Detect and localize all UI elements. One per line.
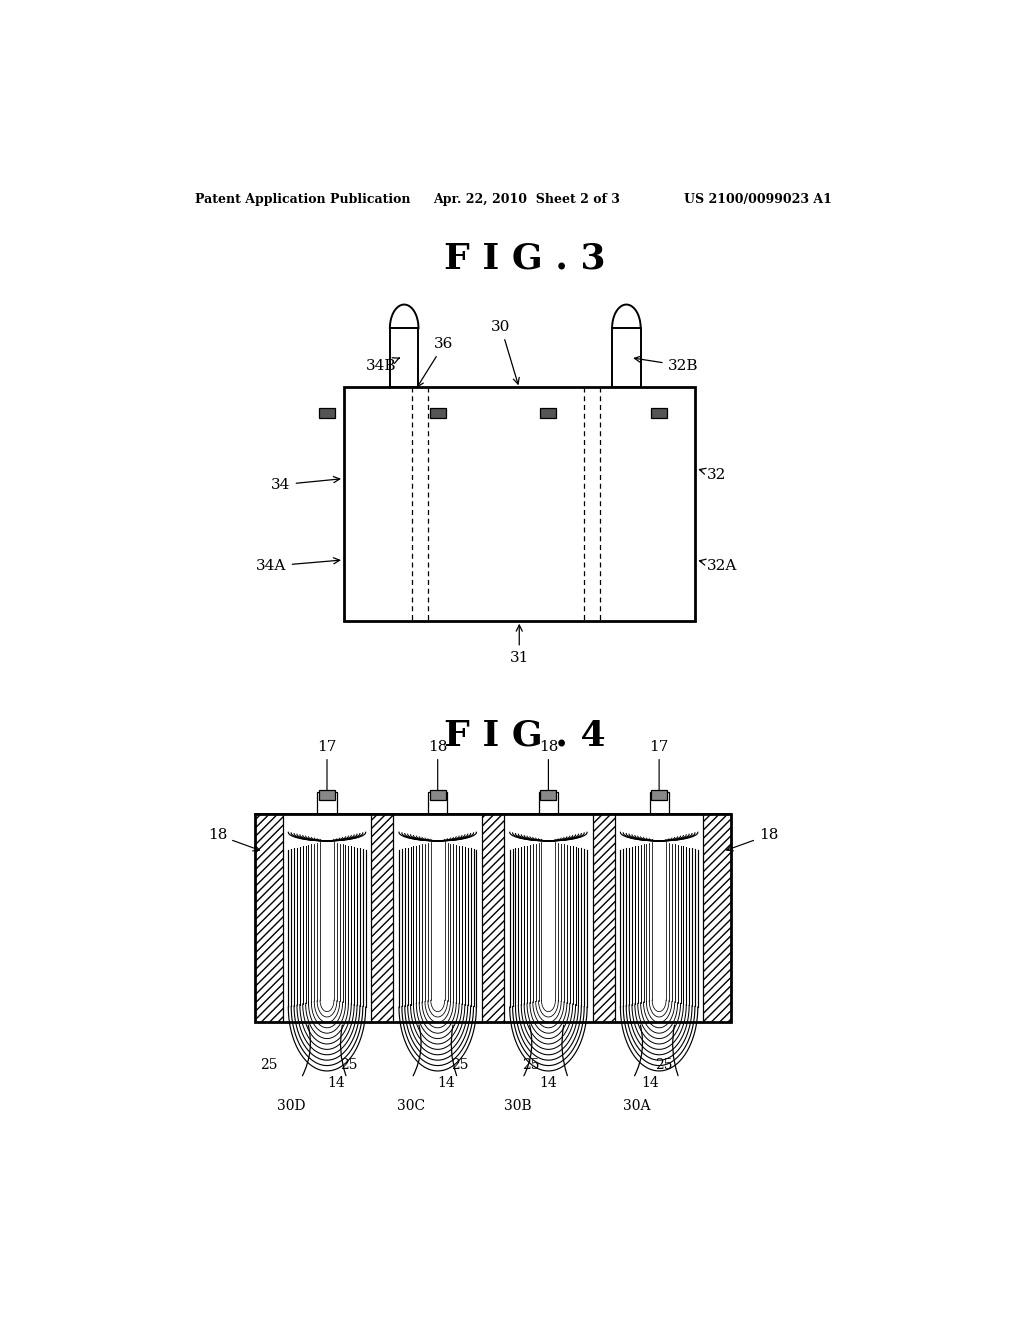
Text: 18: 18: [208, 828, 259, 851]
Bar: [428, 792, 447, 814]
Text: 14: 14: [437, 1076, 456, 1090]
Text: 25: 25: [260, 1059, 278, 1072]
Text: F I G . 3: F I G . 3: [444, 242, 605, 275]
Bar: [319, 408, 335, 417]
Text: 18: 18: [727, 828, 778, 851]
Text: 34: 34: [271, 477, 340, 492]
Bar: [430, 789, 445, 800]
Text: F I G . 4: F I G . 4: [444, 718, 605, 752]
Bar: [539, 792, 558, 814]
Text: 14: 14: [540, 1076, 557, 1090]
Text: 30A: 30A: [624, 1098, 650, 1113]
Text: 30B: 30B: [504, 1098, 531, 1113]
Text: 30: 30: [492, 321, 519, 384]
Bar: [504, 814, 593, 1022]
Text: 25: 25: [522, 1059, 540, 1072]
Bar: [614, 814, 703, 1022]
Text: 25: 25: [654, 1059, 673, 1072]
Bar: [593, 814, 614, 1022]
Text: 32B: 32B: [635, 356, 698, 372]
Text: 32A: 32A: [699, 560, 737, 573]
Bar: [344, 387, 695, 620]
Bar: [390, 329, 419, 387]
Bar: [372, 814, 393, 1022]
Bar: [541, 408, 556, 417]
Text: 14: 14: [641, 1076, 659, 1090]
Text: 14: 14: [327, 1076, 345, 1090]
Bar: [541, 789, 556, 800]
Text: 36: 36: [418, 338, 454, 387]
Text: 17: 17: [649, 741, 669, 799]
Bar: [317, 792, 337, 814]
Text: 25: 25: [452, 1059, 469, 1072]
Text: Apr. 22, 2010  Sheet 2 of 3: Apr. 22, 2010 Sheet 2 of 3: [433, 193, 621, 206]
Text: 17: 17: [317, 741, 337, 799]
Text: 30D: 30D: [278, 1098, 306, 1113]
Bar: [283, 814, 372, 1022]
Bar: [649, 792, 669, 814]
Text: Patent Application Publication: Patent Application Publication: [196, 193, 411, 206]
Bar: [703, 814, 731, 1022]
Bar: [482, 814, 504, 1022]
Bar: [393, 814, 482, 1022]
Text: 18: 18: [539, 741, 558, 799]
Text: 18: 18: [428, 741, 447, 799]
Text: US 2100/0099023 A1: US 2100/0099023 A1: [684, 193, 831, 206]
Bar: [651, 789, 667, 800]
Text: 32: 32: [699, 467, 727, 482]
Bar: [612, 329, 641, 387]
Text: 30C: 30C: [397, 1098, 425, 1113]
Bar: [430, 408, 445, 417]
Bar: [255, 814, 731, 1022]
Text: 34A: 34A: [256, 558, 340, 573]
Text: 34B: 34B: [366, 358, 399, 372]
Bar: [255, 814, 283, 1022]
Text: 25: 25: [340, 1059, 357, 1072]
Bar: [319, 789, 335, 800]
Bar: [651, 408, 667, 417]
Text: 31: 31: [510, 626, 529, 664]
